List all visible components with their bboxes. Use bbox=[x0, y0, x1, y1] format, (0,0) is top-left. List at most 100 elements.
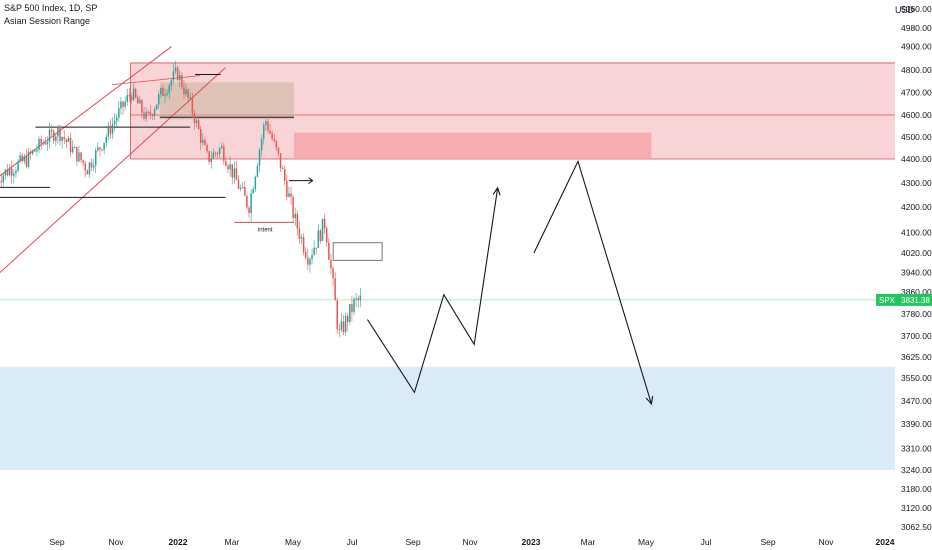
candle-body bbox=[170, 80, 173, 86]
candle-body bbox=[29, 151, 32, 154]
candle-body bbox=[239, 187, 242, 189]
candle-body bbox=[174, 67, 177, 72]
candle-body bbox=[202, 140, 204, 143]
y-tick-label: 3180.00 bbox=[901, 484, 932, 494]
candle-body bbox=[279, 153, 282, 169]
candle-body bbox=[220, 146, 223, 149]
candle-body bbox=[212, 152, 215, 159]
y-tick-label: 4400.00 bbox=[901, 154, 932, 164]
zone-demand bbox=[0, 366, 895, 470]
candle-body bbox=[107, 125, 110, 137]
candle-body bbox=[328, 242, 330, 260]
candle-body bbox=[323, 218, 326, 229]
intent-label: intent bbox=[258, 227, 273, 233]
candle-body bbox=[195, 120, 198, 124]
small-arrow-head bbox=[308, 177, 314, 185]
x-tick-label: Nov bbox=[818, 537, 834, 547]
candle-body bbox=[46, 142, 49, 145]
y-tick-label: 4800.00 bbox=[901, 65, 932, 75]
candle-body bbox=[344, 315, 347, 333]
candle-body bbox=[197, 120, 200, 129]
candle-body bbox=[90, 162, 93, 168]
candle-body bbox=[19, 155, 21, 162]
candle-body bbox=[69, 138, 72, 153]
candle-body bbox=[298, 228, 301, 239]
projection-path-bearish-head bbox=[645, 395, 654, 406]
y-tick-label: 3550.00 bbox=[901, 373, 932, 383]
candle-body bbox=[275, 140, 278, 148]
candle-body bbox=[193, 113, 196, 124]
y-tick-label: 3310.00 bbox=[901, 444, 932, 454]
x-tick-label: Sep bbox=[49, 537, 64, 547]
candle-body bbox=[229, 164, 231, 170]
candle-body bbox=[31, 150, 34, 154]
candle-body bbox=[325, 228, 328, 243]
candle-body bbox=[185, 89, 187, 95]
candle-body bbox=[141, 100, 143, 113]
candle-body bbox=[225, 161, 227, 166]
candle-body bbox=[128, 95, 131, 97]
candle-body bbox=[0, 181, 2, 183]
candle-body bbox=[191, 97, 194, 114]
candle-body bbox=[76, 147, 78, 162]
candle-body bbox=[65, 139, 68, 142]
y-tick-label: 3390.00 bbox=[901, 419, 932, 429]
candle-body bbox=[105, 136, 107, 143]
x-tick-label: Nov bbox=[462, 537, 478, 547]
candle-body bbox=[109, 125, 112, 134]
candle-body bbox=[48, 129, 51, 143]
y-tick-label: 3700.00 bbox=[901, 331, 932, 341]
y-tick-label: 4500.00 bbox=[901, 132, 932, 142]
x-tick-label: Sep bbox=[760, 537, 775, 547]
candle-body bbox=[34, 150, 36, 152]
candle-body bbox=[4, 169, 7, 176]
candle-body bbox=[262, 124, 265, 139]
candle-body bbox=[181, 74, 183, 88]
candle-body bbox=[6, 169, 9, 176]
candle-body bbox=[304, 251, 307, 258]
candle-body bbox=[223, 146, 225, 162]
candle-body bbox=[210, 158, 212, 162]
y-tick-label: 3860.00 bbox=[901, 287, 932, 297]
candle-body bbox=[252, 189, 254, 194]
candle-body bbox=[147, 111, 149, 113]
candle-body bbox=[178, 74, 181, 80]
candle-body bbox=[67, 138, 70, 142]
x-tick-label: Jul bbox=[701, 537, 712, 547]
x-tick-label: 2022 bbox=[169, 537, 188, 547]
candle-body bbox=[334, 278, 336, 301]
y-tick-label: 3240.00 bbox=[901, 465, 932, 475]
candle-body bbox=[88, 162, 91, 175]
candle-body bbox=[208, 151, 210, 162]
candle-body bbox=[13, 173, 15, 176]
candle-body bbox=[340, 321, 343, 330]
candle-body bbox=[42, 142, 44, 144]
candle-body bbox=[17, 161, 19, 171]
candle-body bbox=[136, 97, 139, 104]
candle-body bbox=[166, 93, 168, 95]
candle-body bbox=[254, 176, 257, 190]
y-tick-label: 4980.00 bbox=[901, 23, 932, 33]
candle-body bbox=[78, 152, 80, 162]
candle-body bbox=[315, 247, 317, 249]
candle-body bbox=[286, 180, 288, 197]
x-tick-label: 2024 bbox=[876, 537, 895, 547]
candle-body bbox=[139, 100, 141, 104]
candle-body bbox=[164, 94, 166, 96]
candle-body bbox=[61, 136, 63, 141]
candle-body bbox=[132, 88, 135, 100]
candle-body bbox=[101, 149, 103, 151]
fair-value-gap-box bbox=[332, 242, 383, 261]
order-block-zone bbox=[159, 82, 294, 120]
candle-body bbox=[187, 89, 189, 98]
y-tick-label: 3625.00 bbox=[901, 352, 932, 362]
candle-body bbox=[273, 139, 275, 141]
candle-body bbox=[351, 304, 353, 312]
candle-body bbox=[8, 168, 11, 176]
price-tag-value: 3831.38 bbox=[901, 296, 930, 305]
candle-body bbox=[237, 180, 240, 189]
candle-body bbox=[357, 298, 359, 301]
y-tick-label: 4200.00 bbox=[901, 202, 932, 212]
candle-body bbox=[338, 329, 341, 331]
